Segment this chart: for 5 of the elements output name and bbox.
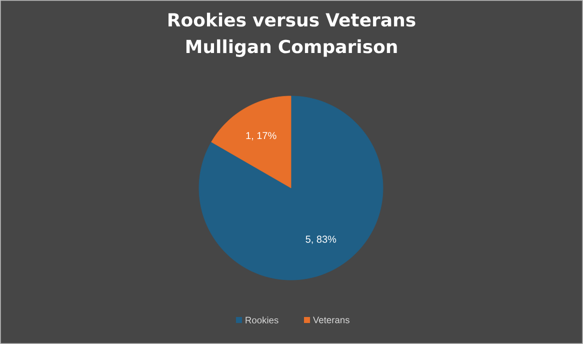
chart-title: Rookies versus Veterans Mulligan Comparison xyxy=(168,12,416,57)
legend-label: Rookies xyxy=(246,316,278,324)
data-label: 5, 83% xyxy=(306,236,336,244)
data-label: 1, 17% xyxy=(246,132,276,140)
legend-label: Veterans xyxy=(312,316,350,324)
